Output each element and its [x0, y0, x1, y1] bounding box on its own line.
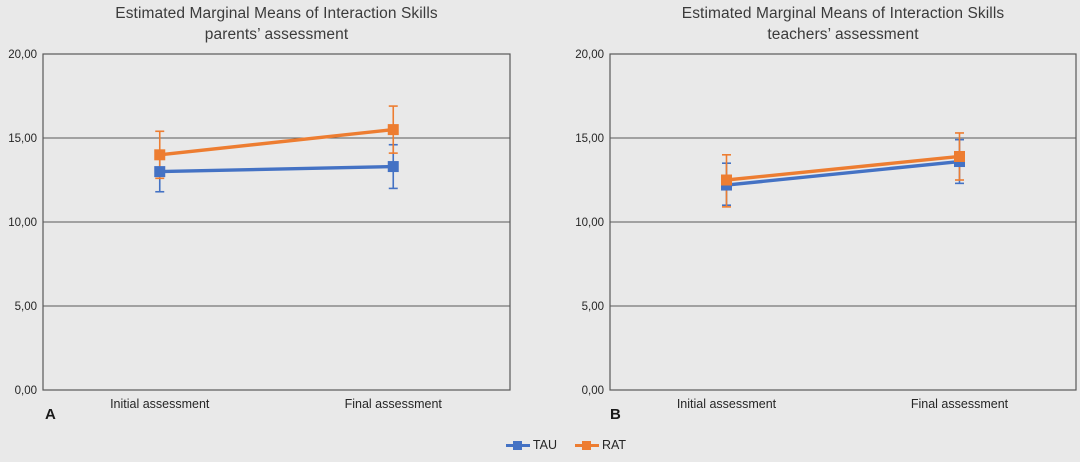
panel-b: Estimated Marginal Means of Interaction … — [540, 0, 1080, 462]
data-point-marker-TAU — [154, 166, 166, 178]
y-tick-label: 5,00 — [582, 301, 604, 313]
x-tick-label: Final assessment — [345, 397, 443, 411]
y-tick-label: 15,00 — [8, 133, 37, 145]
x-tick-label: Final assessment — [911, 397, 1009, 411]
rat-series-marker-icon — [575, 440, 599, 451]
plot-border — [609, 53, 1077, 391]
series-line-TAU — [726, 159, 960, 187]
series-line-TAU — [159, 164, 394, 174]
y-tick-label: 20,00 — [8, 49, 37, 61]
chart-legend: TAU RAT — [26, 438, 1080, 452]
legend-label-tau: TAU — [532, 438, 557, 452]
y-tick-label: 10,00 — [8, 217, 37, 229]
tau-series-marker-icon — [505, 440, 530, 451]
panel-a: Estimated Marginal Means of Interaction … — [8, 3, 511, 423]
panel-b-plot: 0,00 5,00 10,00 15,00 20,00 Initial assessmen… — [575, 49, 1077, 411]
panel-b-title: Estimated Marginal Means of Interaction … — [610, 3, 1076, 45]
panel-b-title-line1: Estimated Marginal Means of Interaction … — [681, 5, 1005, 22]
panel-b-title-line2: teachers’ assessment — [767, 26, 919, 43]
data-point-marker-RAT — [154, 149, 166, 161]
x-tick-label: Initial assessment — [110, 397, 210, 411]
y-tick-label: 0,00 — [582, 385, 604, 397]
plot-border — [42, 53, 511, 391]
data-point-marker-TAU — [387, 161, 399, 173]
panel-a-title: Estimated Marginal Means of Interaction … — [43, 3, 510, 45]
panel-a-plot: 0,00 5,00 10,00 15,00 20,00 Initial assessmen… — [8, 49, 511, 411]
y-tick-label: 0,00 — [15, 385, 37, 397]
legend-label-rat: RAT — [602, 438, 627, 452]
series-line-RAT — [726, 154, 960, 182]
panel-a-title-line1: Estimated Marginal Means of Interaction … — [115, 5, 438, 22]
data-point-marker-RAT — [721, 174, 732, 186]
x-tick-label: Initial assessment — [677, 397, 777, 411]
data-point-marker-RAT — [954, 150, 965, 162]
legend-item-rat: RAT — [575, 438, 626, 452]
panel-a-letter: A — [45, 406, 56, 423]
panel-a-title-line2: parents’ assessment — [204, 26, 349, 43]
data-point-marker-RAT — [387, 124, 399, 136]
y-tick-label: 20,00 — [575, 49, 604, 61]
y-tick-label: 5,00 — [15, 301, 37, 313]
panel-b-letter: B — [610, 406, 621, 423]
y-tick-label: 10,00 — [575, 217, 604, 229]
series-line-RAT — [159, 127, 394, 157]
y-tick-label: 15,00 — [575, 133, 604, 145]
legend-item-tau: TAU — [505, 438, 557, 452]
